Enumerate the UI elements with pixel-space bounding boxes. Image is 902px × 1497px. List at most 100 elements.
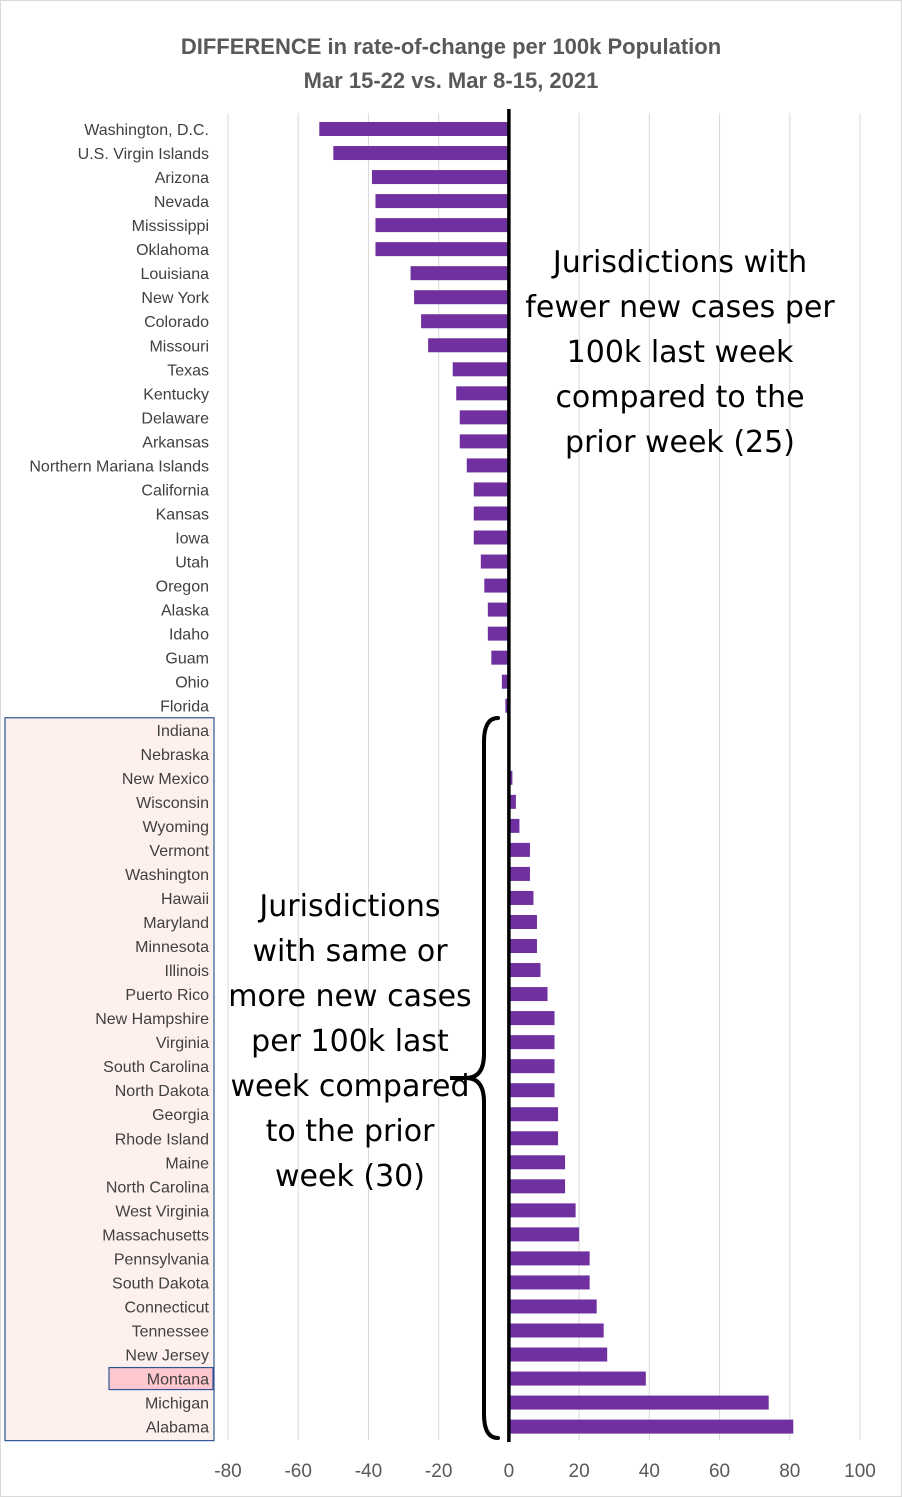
category-label: New Mexico [122, 771, 209, 788]
x-tick-label: 0 [504, 1461, 515, 1482]
category-label: New York [141, 290, 210, 307]
bar [508, 818, 520, 833]
x-tick-label: -60 [284, 1461, 311, 1482]
category-label: Vermont [149, 843, 209, 860]
category-label: Virginia [156, 1035, 209, 1052]
category-label: Tennessee [132, 1324, 209, 1341]
category-label: Washington, D.C. [84, 122, 209, 139]
bar [508, 1203, 576, 1218]
category-label: Missouri [149, 338, 209, 355]
bar [319, 122, 509, 136]
category-label: New Jersey [125, 1348, 209, 1365]
category-label: Alaska [161, 603, 209, 620]
bar [508, 866, 530, 881]
bar [487, 626, 509, 641]
x-tick-label: 60 [709, 1461, 730, 1482]
bar [508, 1251, 590, 1266]
bar [466, 458, 509, 473]
category-label: South Carolina [103, 1059, 209, 1076]
bar [375, 242, 509, 257]
category-label: Wyoming [142, 819, 209, 836]
category-label: Hawaii [161, 891, 209, 908]
category-label: Puerto Rico [125, 987, 209, 1004]
category-label: New Hampshire [95, 1011, 209, 1028]
category-label: Texas [167, 362, 209, 379]
category-label: Rhode Island [115, 1131, 209, 1148]
bar [414, 290, 509, 305]
bar [459, 434, 509, 449]
bar [508, 1107, 559, 1122]
category-label: Kansas [156, 506, 209, 523]
category-label: Minnesota [135, 939, 209, 956]
bar [375, 194, 509, 209]
category-label: North Carolina [106, 1179, 209, 1196]
category-label: Oklahoma [136, 242, 209, 259]
category-label: Pennsylvania [114, 1251, 209, 1268]
category-label: Massachusetts [102, 1227, 209, 1244]
bar [508, 890, 534, 905]
x-tick-label: 80 [779, 1461, 800, 1482]
bar [452, 362, 509, 377]
bar [508, 963, 541, 978]
category-label: Oregon [156, 579, 209, 596]
x-tick-label: 20 [569, 1461, 590, 1482]
bar [473, 530, 509, 545]
category-label: Nevada [154, 194, 209, 211]
bar [508, 914, 537, 929]
category-label: Michigan [145, 1396, 209, 1413]
category-label: North Dakota [115, 1083, 209, 1100]
annotation-fewer-cases: Jurisdictions with fewer new cases per 1… [525, 245, 835, 460]
bar [508, 1323, 604, 1338]
category-label: Indiana [157, 723, 210, 740]
bar [508, 1275, 590, 1290]
category-label: Nebraska [141, 747, 210, 764]
category-label: Florida [160, 699, 209, 716]
category-label: Wisconsin [136, 795, 209, 812]
bar [508, 939, 537, 954]
bar [484, 578, 509, 593]
bar [371, 170, 509, 185]
category-label: Delaware [141, 410, 209, 427]
highlighted-label-box [108, 1366, 214, 1391]
category-label: South Dakota [112, 1275, 209, 1292]
annotation-more-cases: Jurisdictions with same or more new case… [228, 889, 472, 1194]
bar [508, 794, 516, 809]
category-label: Colorado [144, 314, 209, 331]
x-tick-label: 100 [844, 1461, 876, 1482]
group-highlight-box [4, 717, 215, 1442]
bar [508, 770, 513, 785]
category-label: Georgia [152, 1107, 209, 1124]
chart-title: DIFFERENCE in rate-of-change per 100k Po… [180, 34, 722, 59]
category-label: West Virginia [115, 1203, 209, 1220]
bar [508, 1059, 555, 1074]
bar [508, 1155, 566, 1170]
bar [508, 1227, 580, 1242]
bar [508, 1371, 646, 1386]
category-label: Arizona [155, 170, 209, 187]
category-label: Montana [147, 1372, 209, 1389]
category-label: Alabama [146, 1420, 209, 1437]
category-label: Guam [165, 651, 209, 668]
category-label: California [141, 482, 209, 499]
category-label: U.S. Virgin Islands [78, 146, 209, 163]
bar [508, 1011, 555, 1026]
category-label: Washington [125, 867, 209, 884]
category-label: Maine [165, 1155, 209, 1172]
bar [410, 266, 509, 281]
bar [508, 1299, 597, 1314]
bar [508, 987, 548, 1002]
x-tick-label: -40 [355, 1461, 382, 1482]
bar [508, 1395, 769, 1410]
bar [456, 386, 509, 401]
category-label: Arkansas [142, 434, 209, 451]
x-tick-label: -80 [214, 1461, 241, 1482]
bar [375, 218, 509, 233]
bar [491, 650, 509, 665]
x-tick-label: -20 [425, 1461, 452, 1482]
bar [487, 602, 509, 617]
bar [421, 314, 509, 329]
category-label: Illinois [165, 963, 209, 980]
bar [501, 674, 509, 689]
bar [508, 1419, 794, 1434]
